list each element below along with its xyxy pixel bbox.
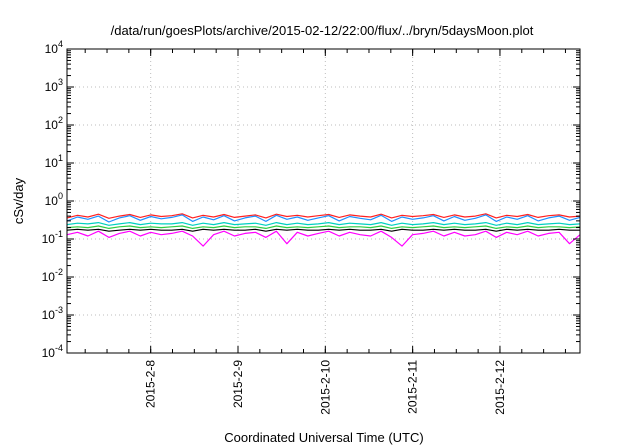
x-axis-label: Coordinated Universal Time (UTC) <box>224 430 423 445</box>
y-tick-label: 100 <box>45 191 63 208</box>
y-axis: 10-4 10-3 10-2 10-1 100 101 102 103 104 <box>42 39 580 360</box>
x-tick-label: 2015-2-11 <box>406 360 420 414</box>
y-tick-label: 10-4 <box>42 343 63 360</box>
y-tick-label: 101 <box>45 153 63 170</box>
grid <box>67 49 580 353</box>
y-tick-label: 102 <box>45 115 63 132</box>
series-line-1 <box>66 213 581 219</box>
y-tick-label: 10-2 <box>42 267 63 284</box>
series-line-4 <box>66 225 581 229</box>
x-tick-label: 2015-2-8 <box>144 360 158 408</box>
series-line-5 <box>66 228 580 232</box>
y-tick-label: 103 <box>45 77 63 94</box>
series-line-3 <box>66 222 581 226</box>
y-axis-label: cSv/day <box>11 177 26 224</box>
x-axis: 2015-2-8 2015-2-9 2015-2-10 2015-2-11 2015-2… <box>84 49 566 415</box>
series-line-6 <box>66 230 581 247</box>
y-tick-label: 10-3 <box>42 305 63 322</box>
x-tick-label: 2015-2-9 <box>231 360 245 408</box>
x-tick-label: 2015-2-10 <box>318 360 332 415</box>
y-tick-label: 104 <box>45 39 63 56</box>
series-line-2 <box>66 214 581 223</box>
y-tick-label: 10-1 <box>42 229 63 246</box>
x-tick-label: 2015-2-12 <box>493 360 507 415</box>
plot-area <box>66 213 581 247</box>
chart-title: /data/run/goesPlots/archive/2015-02-12/2… <box>111 23 534 38</box>
